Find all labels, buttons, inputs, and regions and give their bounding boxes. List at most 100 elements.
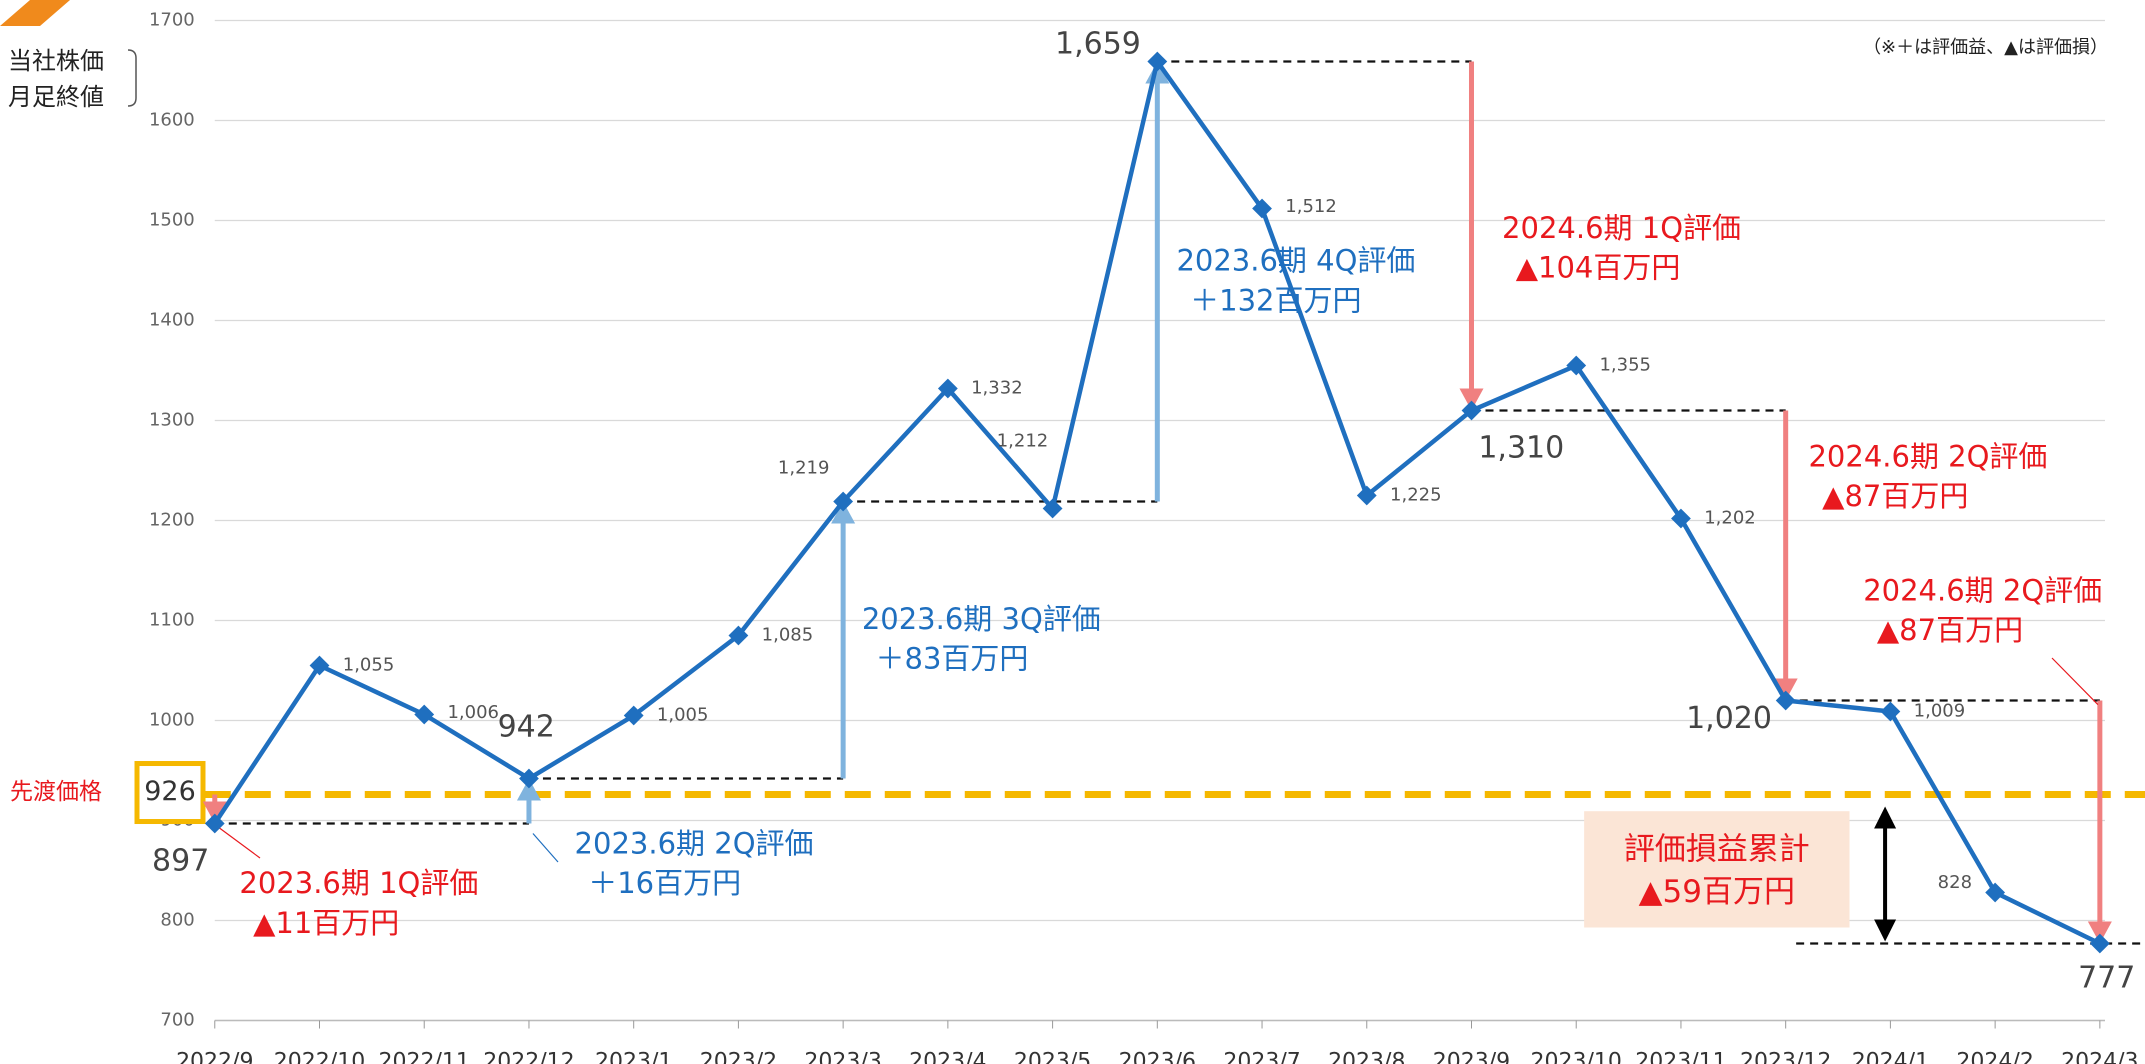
arrow-head xyxy=(1773,678,1798,701)
marker xyxy=(1566,355,1587,376)
marker xyxy=(728,625,749,646)
x-tick-label: 2023/7 xyxy=(1223,1050,1300,1064)
marker xyxy=(519,768,539,789)
y-tick-label: 1100 xyxy=(149,610,195,631)
y-axis-label: 月足終値 xyxy=(8,83,104,111)
data-label: 828 xyxy=(1938,872,1972,893)
x-tick-label: 2023/5 xyxy=(1014,1050,1091,1064)
annotation: ▲87百万円 xyxy=(1822,479,1968,513)
pointer xyxy=(2051,657,2099,705)
annotation: 2023.6期 2Q評価 xyxy=(575,826,814,860)
data-label: 1,212 xyxy=(997,430,1049,451)
arrow-head xyxy=(2087,921,2112,944)
marker xyxy=(2089,933,2110,954)
marker xyxy=(1985,882,2006,903)
data-label: 942 xyxy=(498,709,555,744)
summary-text: ▲59百万円 xyxy=(1639,874,1795,910)
pointer xyxy=(532,833,559,863)
annotation: 2023.6期 4Q評価 xyxy=(1176,244,1415,278)
x-tick-label: 2024/3 xyxy=(2061,1050,2138,1064)
data-label: 1,202 xyxy=(1704,508,1756,529)
annotation: ▲104百万円 xyxy=(1516,250,1681,284)
y-tick-label: 1200 xyxy=(149,510,195,531)
y-tick-label: 1300 xyxy=(149,410,195,431)
marker xyxy=(833,491,854,512)
annotation: 2023.6期 1Q評価 xyxy=(239,866,478,900)
x-tick-label: 2023/11 xyxy=(1635,1050,1726,1064)
annotation: 2024.6期 1Q評価 xyxy=(1502,211,1741,245)
x-tick-label: 2023/4 xyxy=(909,1050,986,1064)
data-label: 1,219 xyxy=(778,458,830,479)
x-tick-label: 2022/12 xyxy=(483,1050,574,1064)
y-tick-label: 1400 xyxy=(149,310,195,331)
summary-box xyxy=(1584,811,1850,928)
annotation: ▲11百万円 xyxy=(253,906,399,940)
y-tick-label: 1700 xyxy=(149,10,195,31)
marker xyxy=(1147,51,1168,72)
y-tick-label: 1500 xyxy=(149,210,195,231)
label-bracket xyxy=(127,49,137,107)
reference-box xyxy=(134,761,206,825)
x-tick-label: 2023/1 xyxy=(595,1050,672,1064)
annotation: 2024.6期 2Q評価 xyxy=(1808,439,2047,473)
arrow-head xyxy=(831,501,856,524)
note: （※＋は評価益、▲は評価損） xyxy=(1863,37,2108,58)
x-tick-label: 2022/10 xyxy=(274,1050,365,1064)
marker xyxy=(1671,508,1691,529)
x-tick-label: 2022/11 xyxy=(379,1050,470,1064)
marker xyxy=(1042,498,1063,519)
data-label: 1,225 xyxy=(1390,485,1442,506)
annotation: 2023.6期 3Q評価 xyxy=(862,602,1101,636)
summary-arrow-head xyxy=(1874,806,1897,829)
marker xyxy=(1880,701,1901,722)
y-tick-label: 800 xyxy=(160,910,194,931)
reference-value: 926 xyxy=(144,776,196,807)
x-tick-label: 2023/2 xyxy=(700,1050,777,1064)
data-label: 1,310 xyxy=(1478,430,1564,465)
data-label: 1,006 xyxy=(447,702,499,723)
data-label: 1,355 xyxy=(1599,355,1651,376)
marker xyxy=(937,378,958,399)
pointer xyxy=(218,827,261,859)
y-tick-label: 700 xyxy=(160,1010,194,1031)
x-tick-label: 2023/9 xyxy=(1433,1050,1510,1064)
marker xyxy=(414,704,435,725)
x-tick-label: 2023/3 xyxy=(804,1050,881,1064)
annotation: ＋83百万円 xyxy=(876,642,1029,676)
data-label: 1,332 xyxy=(971,378,1023,399)
data-label: 1,020 xyxy=(1686,701,1772,736)
arrow-head xyxy=(202,801,227,824)
data-label: 1,659 xyxy=(1055,27,1141,62)
data-label: 1,055 xyxy=(343,655,395,676)
arrow-head xyxy=(516,778,541,801)
x-tick-label: 2023/6 xyxy=(1119,1050,1196,1064)
data-label: 777 xyxy=(2078,961,2135,996)
marker xyxy=(1461,400,1482,421)
marker xyxy=(623,705,644,726)
y-tick-label: 1600 xyxy=(149,110,195,131)
x-tick-label: 2022/9 xyxy=(176,1050,253,1064)
x-tick-label: 2024/2 xyxy=(1956,1050,2033,1064)
annotation: ＋132百万円 xyxy=(1190,283,1361,317)
corner-decoration xyxy=(0,0,70,26)
x-tick-label: 2023/12 xyxy=(1740,1050,1831,1064)
data-label: 1,085 xyxy=(762,625,814,646)
y-axis-label: 当社株価 xyxy=(8,47,104,75)
marker xyxy=(309,655,330,676)
reference-label: 先渡価格 xyxy=(10,779,102,805)
marker xyxy=(1775,690,1796,711)
x-tick-label: 2023/10 xyxy=(1531,1050,1622,1064)
annotation: ▲87百万円 xyxy=(1877,613,2023,647)
annotation: ＋16百万円 xyxy=(588,866,741,900)
data-label: 1,009 xyxy=(1914,701,1966,722)
arrow-head xyxy=(1459,388,1484,411)
x-tick-label: 2023/8 xyxy=(1328,1050,1405,1064)
data-label: 897 xyxy=(152,843,209,878)
data-label: 1,512 xyxy=(1285,196,1337,217)
marker xyxy=(1252,198,1272,219)
y-tick-label: 1000 xyxy=(149,710,195,731)
annotation: 2024.6期 2Q評価 xyxy=(1863,573,2102,607)
data-label: 1,005 xyxy=(657,705,709,726)
summary-arrow-head xyxy=(1874,919,1897,942)
